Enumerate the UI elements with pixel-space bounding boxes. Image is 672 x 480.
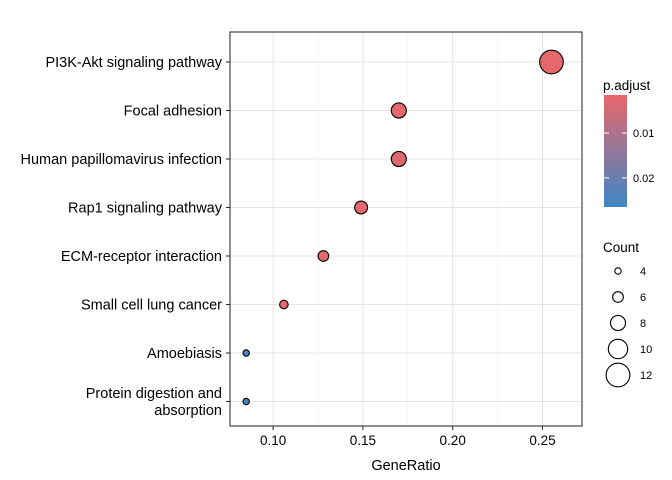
data-point (317, 250, 330, 262)
panel-background (230, 32, 582, 426)
count-legend-key (609, 314, 627, 332)
p-adjust-legend-title: p.adjust (603, 78, 651, 93)
count-legend-label: 10 (640, 344, 652, 356)
count-legend-label: 4 (640, 266, 646, 278)
count-legend-title: Count (603, 240, 639, 255)
y-tick-label: Amoebiasis (147, 346, 222, 362)
y-tick-label: Focal adhesion (124, 104, 222, 120)
p-adjust-legend: p.adjust 0.01 0.02 (603, 78, 654, 207)
count-legend-key (614, 267, 622, 275)
x-tick-label: 0.25 (529, 433, 555, 448)
data-point (390, 102, 407, 119)
data-point (279, 299, 289, 310)
x-axis: 0.10 0.15 0.20 0.25 (260, 426, 556, 448)
grid-lines (230, 32, 582, 426)
data-point (354, 200, 369, 215)
y-tick-label: Protein digestion and absorption (86, 386, 222, 419)
count-legend-key (607, 338, 629, 360)
panel-border (229, 31, 583, 427)
x-tick-label: 0.20 (440, 433, 466, 448)
y-tick-label: Rap1 signaling pathway (68, 201, 223, 217)
y-tick-label: Human papillomavirus infection (21, 152, 223, 168)
count-legend: Count 4 6 8 10 12 (603, 240, 652, 388)
data-point (242, 397, 250, 406)
y-tick-label: ECM-receptor interaction (61, 249, 222, 265)
x-tick-label: 0.10 (260, 433, 286, 448)
x-tick-label: 0.15 (350, 433, 376, 448)
colorbar-tick-label: 0.02 (633, 173, 654, 185)
count-legend-key (605, 362, 631, 388)
y-axis: PI3K-Akt signaling pathway Focal adhesion… (21, 55, 230, 419)
x-axis-title: GeneRatio (371, 458, 440, 474)
count-legend-key (612, 291, 624, 303)
count-legend-label: 8 (640, 318, 646, 330)
y-tick-label: PI3K-Akt signaling pathway (45, 55, 222, 71)
data-point (390, 150, 407, 168)
data-point (242, 349, 250, 357)
data-points (242, 49, 564, 406)
y-tick-label: Small cell lung cancer (81, 298, 222, 314)
data-point (539, 49, 564, 75)
count-legend-label: 12 (640, 370, 652, 382)
count-legend-label: 6 (640, 292, 646, 304)
colorbar-tick-label: 0.01 (633, 128, 654, 140)
p-adjust-colorbar (604, 95, 627, 207)
